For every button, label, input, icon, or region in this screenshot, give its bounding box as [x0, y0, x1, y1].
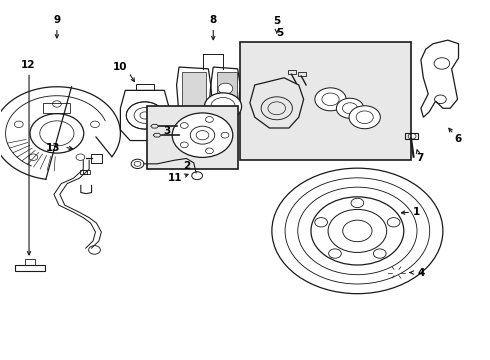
Text: 13: 13 [46, 143, 61, 153]
Text: 5: 5 [276, 28, 284, 38]
FancyBboxPatch shape [217, 72, 237, 108]
Text: 5: 5 [273, 17, 280, 27]
FancyBboxPatch shape [240, 42, 411, 160]
Circle shape [190, 126, 215, 144]
Text: 12: 12 [20, 60, 35, 70]
Text: 2: 2 [183, 161, 190, 171]
Text: 3: 3 [163, 126, 171, 135]
Text: 6: 6 [454, 134, 461, 144]
Text: 10: 10 [113, 62, 128, 72]
Circle shape [315, 217, 327, 227]
Text: 9: 9 [53, 15, 60, 26]
Circle shape [349, 106, 380, 129]
Text: 4: 4 [417, 268, 425, 278]
Text: 11: 11 [168, 173, 182, 183]
Circle shape [329, 249, 342, 258]
Circle shape [343, 220, 372, 242]
Circle shape [180, 142, 188, 148]
Circle shape [204, 93, 242, 120]
Circle shape [315, 88, 346, 111]
FancyBboxPatch shape [182, 72, 206, 108]
Circle shape [311, 197, 404, 265]
Circle shape [172, 113, 233, 157]
Text: 1: 1 [413, 207, 419, 217]
Circle shape [131, 159, 144, 168]
Circle shape [388, 266, 405, 279]
Circle shape [89, 246, 100, 254]
Circle shape [336, 98, 364, 118]
Circle shape [373, 249, 386, 258]
Circle shape [192, 172, 202, 180]
Text: 7: 7 [416, 153, 424, 163]
Circle shape [221, 132, 229, 138]
Circle shape [272, 168, 443, 294]
Circle shape [30, 114, 84, 153]
Circle shape [387, 217, 400, 227]
Text: 8: 8 [210, 15, 217, 26]
Circle shape [205, 117, 213, 122]
FancyBboxPatch shape [147, 107, 238, 169]
Circle shape [218, 83, 233, 94]
Circle shape [328, 210, 387, 252]
Circle shape [205, 148, 213, 154]
Circle shape [351, 198, 364, 208]
Circle shape [180, 123, 188, 129]
